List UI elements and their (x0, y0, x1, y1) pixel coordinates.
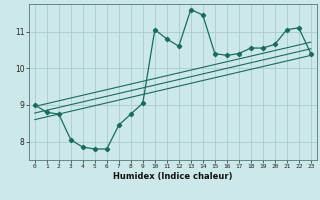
X-axis label: Humidex (Indice chaleur): Humidex (Indice chaleur) (113, 172, 233, 181)
